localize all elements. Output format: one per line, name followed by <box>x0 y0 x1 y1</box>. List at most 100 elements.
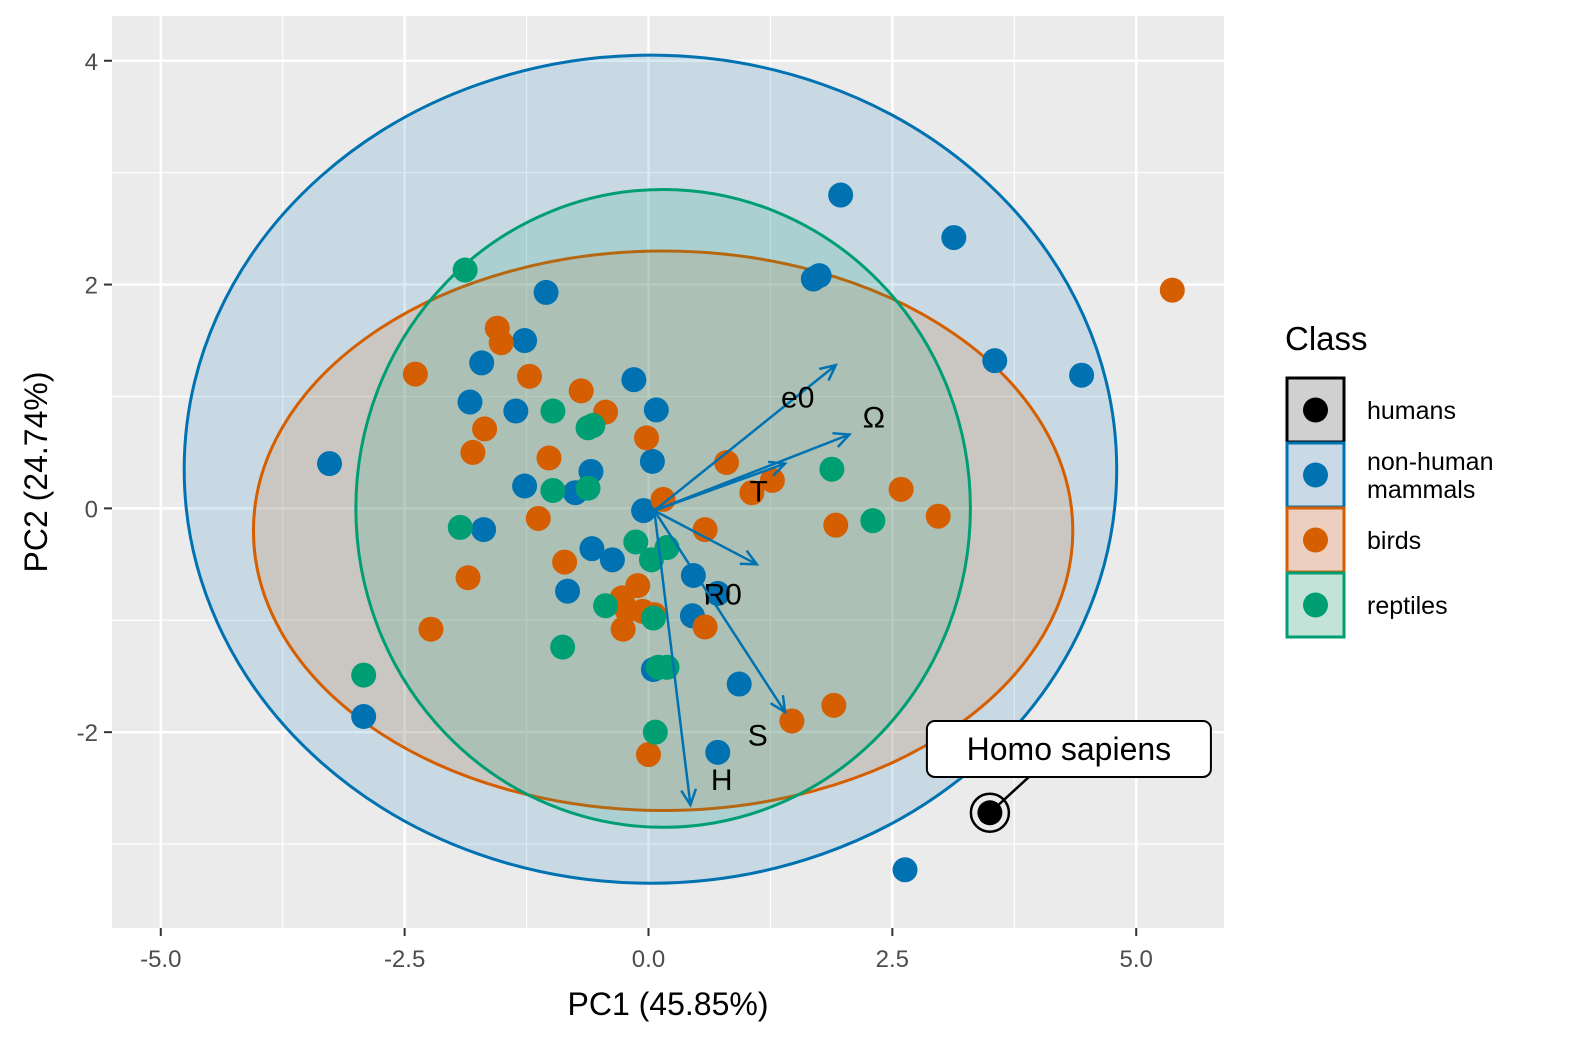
legend-key-dot-humans <box>1303 397 1328 423</box>
data-point-mammals <box>503 398 529 424</box>
y-tick-label: 0 <box>85 496 98 523</box>
human-point-ring <box>969 792 1011 833</box>
legend-key-dot-reptiles <box>1303 592 1328 618</box>
data-point-reptiles <box>640 605 666 631</box>
y-tick-label: 4 <box>85 49 98 76</box>
y-tick-label: -2 <box>77 720 98 747</box>
confidence-ellipse-birds <box>251 249 1075 813</box>
annotation-leader-line <box>989 776 1030 814</box>
loading-arrow-S <box>653 509 787 713</box>
data-point-reptiles <box>860 508 886 534</box>
data-point-birds <box>536 445 562 471</box>
data-point-birds <box>634 425 660 451</box>
data-point-reptiles <box>452 257 478 283</box>
loading-arrow-e0 <box>653 364 837 512</box>
loading-arrowhead-e0 <box>818 363 839 382</box>
data-point-mammals <box>555 578 581 604</box>
x-tick-label: -2.5 <box>384 946 425 973</box>
data-point-birds <box>759 467 785 493</box>
legend: Class humans non-human mammals birds reptil… <box>1285 320 1493 639</box>
data-point-mammals <box>512 328 538 354</box>
data-point-mammals <box>457 389 483 415</box>
data-point-birds <box>739 480 765 506</box>
loading-arrowhead-R0 <box>739 549 760 566</box>
loading-label-S: S <box>748 719 768 752</box>
data-point-reptiles <box>623 529 649 555</box>
loading-arrowhead-Ω <box>832 431 853 448</box>
data-point-birds <box>823 512 849 538</box>
data-point-mammals <box>892 857 918 883</box>
loading-label-H: H <box>711 764 733 797</box>
annotation-label-box <box>925 719 1212 778</box>
data-point-mammals <box>726 671 752 697</box>
y-tick-label: 2 <box>85 273 98 300</box>
data-point-reptiles <box>550 634 576 660</box>
data-point-birds <box>610 616 636 642</box>
loading-arrow-R0 <box>653 509 758 566</box>
data-point-mammals <box>1069 362 1095 388</box>
data-point-birds <box>418 616 444 642</box>
data-point-birds <box>925 503 951 529</box>
data-point-birds <box>568 378 594 404</box>
loading-arrowhead-S <box>769 695 787 715</box>
data-point-mammals <box>469 350 495 376</box>
data-point-mammals <box>621 367 647 393</box>
data-point-birds <box>460 439 486 465</box>
data-point-birds <box>488 330 514 356</box>
annotation-group: Homo sapiens <box>925 719 1212 814</box>
x-axis-title: PC1 (45.85%) <box>568 986 769 1022</box>
legend-title: Class <box>1285 320 1368 357</box>
data-point-reptiles <box>447 514 473 540</box>
data-point-birds <box>552 549 578 575</box>
loading-label-e0: e0 <box>781 381 814 414</box>
legend-label-reptiles: reptiles <box>1367 592 1448 620</box>
data-point-reptiles <box>540 398 566 424</box>
axis-ticks: -5.0 -2.5 0.0 2.5 5.0 -2 0 2 4 <box>77 49 1153 973</box>
data-point-mammals <box>705 739 731 765</box>
loading-arrow-T <box>653 462 786 512</box>
x-tick-label: -5.0 <box>140 946 181 973</box>
data-point-reptiles <box>540 477 566 503</box>
data-point-mammals <box>512 473 538 499</box>
data-point-mammals <box>941 225 967 251</box>
data-point-birds <box>692 614 718 640</box>
data-point-birds <box>888 476 914 502</box>
x-tick-label: 2.5 <box>876 946 909 973</box>
loading-label-T: T <box>750 475 768 508</box>
legend-label-birds: birds <box>1367 527 1421 555</box>
annotation-label: Homo sapiens <box>967 731 1172 767</box>
loading-label-Ω: Ω <box>863 402 885 435</box>
x-tick-label: 0.0 <box>632 946 665 973</box>
loading-arrow-H <box>653 510 692 806</box>
legend-key-dot-mammals <box>1303 462 1328 488</box>
data-point-reptiles <box>593 593 619 619</box>
data-point-birds <box>525 505 551 531</box>
y-axis-title: PC2 (24.74%) <box>18 372 54 573</box>
loading-arrowhead-T <box>768 460 788 477</box>
data-point-reptiles <box>575 475 601 501</box>
data-point-mammals <box>579 536 605 562</box>
legend-key-dot-birds <box>1303 527 1328 553</box>
data-point-birds <box>516 363 542 389</box>
legend-label-mammals: non-human <box>1367 448 1493 476</box>
data-point-birds <box>692 517 718 543</box>
data-point-mammals <box>351 704 377 730</box>
data-point-reptiles <box>642 719 668 745</box>
data-point-reptiles <box>351 662 377 688</box>
data-point-reptiles <box>819 456 845 482</box>
data-point-mammals <box>828 182 854 208</box>
data-point-mammals <box>533 279 559 305</box>
legend-label-mammals: mammals <box>1367 476 1475 504</box>
data-point-mammals <box>643 397 669 423</box>
data-point-mammals <box>317 451 343 477</box>
data-point-birds <box>779 708 805 734</box>
data-point-birds <box>821 692 847 718</box>
data-point-mammals <box>639 448 665 474</box>
data-point-birds <box>472 416 498 442</box>
loading-arrowhead-H <box>680 788 698 808</box>
data-point-mammals <box>806 263 832 289</box>
data-points <box>317 182 1185 883</box>
data-point-birds <box>1159 277 1185 303</box>
